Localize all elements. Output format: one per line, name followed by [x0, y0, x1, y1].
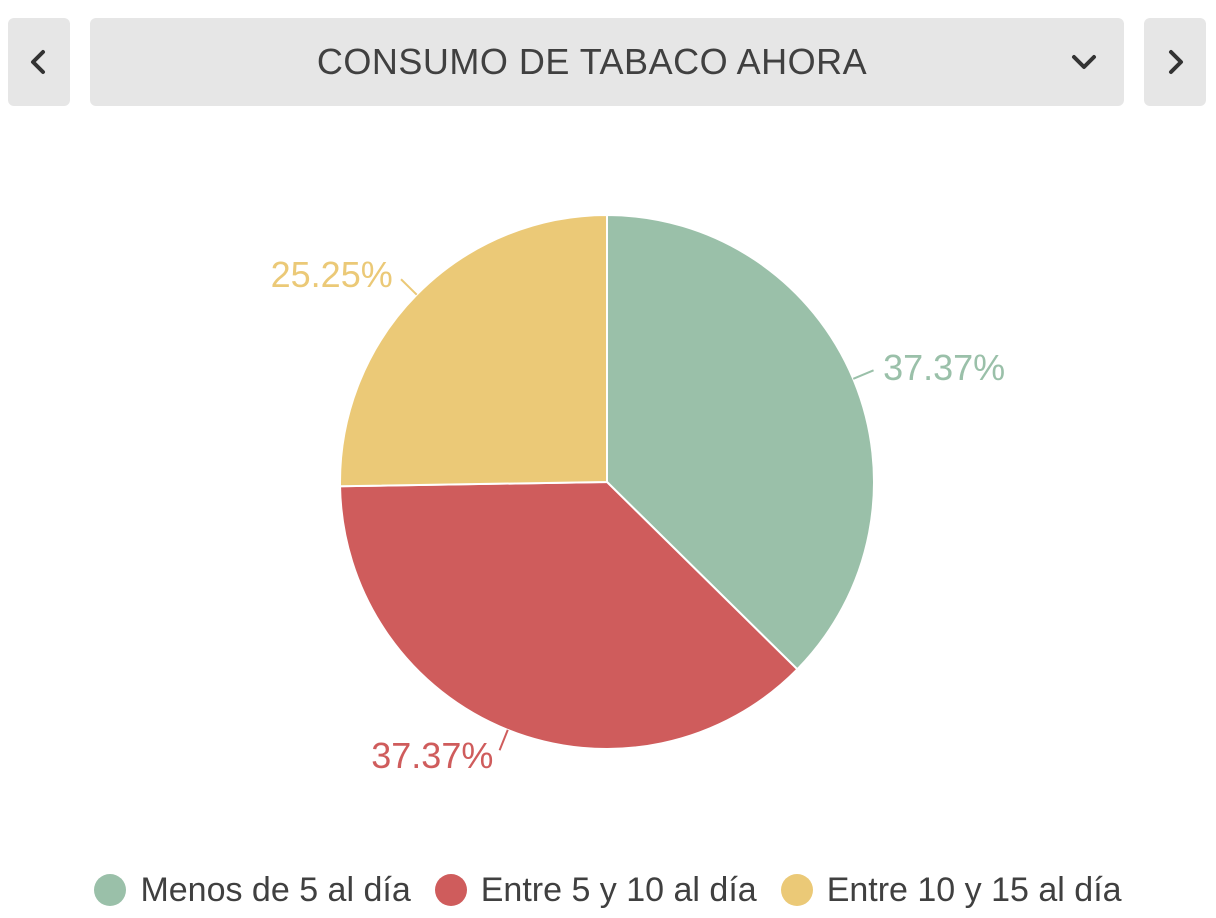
chevron-right-icon [1169, 50, 1183, 74]
legend-item-entre-10-y-15-al-dia[interactable]: Entre 10 y 15 al día [780, 870, 1122, 910]
chart-legend: Menos de 5 al día Entre 5 y 10 al día Entr… [0, 862, 1216, 918]
legend-swatch [94, 874, 127, 906]
pie-slice-entre-5-y-10-al-dia[interactable] [339, 480, 799, 750]
legend-swatch [434, 874, 467, 906]
legend-label: Entre 5 y 10 al día [480, 870, 757, 909]
legend-item-menos-de-5-al-dia[interactable]: Menos de 5 al día [94, 870, 411, 910]
pie-chart: 37.37% 37.37% 25.25% [271, 213, 1005, 776]
data-label-menos-de-5-al-dia: 37.37% [883, 347, 1005, 388]
leader-line-menos-de-5-al-dia [852, 369, 874, 380]
leader-line-entre-5-y-10-al-dia [498, 729, 509, 751]
pie-slice-entre-10-y-15-al-dia[interactable] [339, 213, 608, 488]
selector-title: CONSUMO DE TABACO AHORA [316, 41, 868, 82]
leader-line-entre-10-y-15-al-dia [400, 278, 418, 296]
top-bar: CONSUMO DE TABACO AHORA [0, 0, 1216, 120]
legend-label: Menos de 5 al día [140, 870, 411, 909]
legend-item-entre-5-y-10-al-dia[interactable]: Entre 5 y 10 al día [434, 870, 757, 910]
legend-swatch [780, 874, 813, 906]
data-label-entre-5-y-10-al-dia: 37.37% [371, 735, 493, 776]
pie-slice-menos-de-5-al-dia[interactable] [606, 213, 875, 671]
data-label-entre-10-y-15-al-dia: 25.25% [271, 254, 393, 295]
next-button[interactable] [1144, 18, 1206, 106]
chevron-down-icon [1072, 55, 1096, 69]
question-selector-dropdown[interactable]: CONSUMO DE TABACO AHORA [90, 18, 1124, 106]
previous-button[interactable] [8, 18, 70, 106]
chevron-left-icon [31, 50, 45, 74]
legend-label: Entre 10 y 15 al día [826, 870, 1122, 909]
